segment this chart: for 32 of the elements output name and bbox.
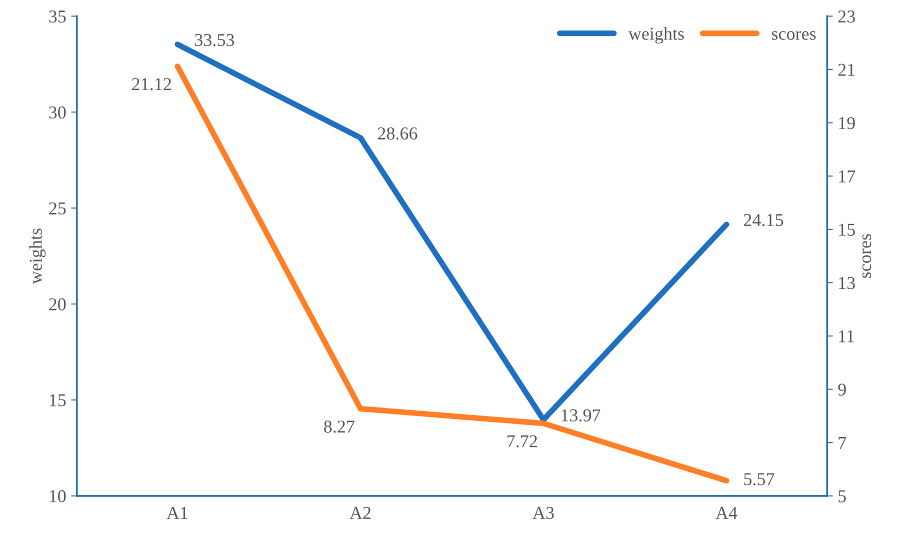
x-tick-label: A1 (166, 506, 188, 519)
data-label: 5.57 (744, 473, 774, 486)
data-label: 28.66 (378, 127, 418, 140)
data-label: 13.97 (562, 409, 600, 422)
y2-axis-title: scores (862, 234, 872, 278)
y2-tick-label: 23 (838, 10, 855, 23)
y-tick-label: 15 (50, 394, 66, 406)
y-tick-label: 35 (49, 10, 66, 23)
y-axis-title: weights (29, 228, 46, 284)
data-label: 8.27 (324, 420, 354, 433)
data-label: 33.53 (195, 34, 234, 46)
y2-tick-label: 17 (839, 170, 856, 182)
y2-tick-label: 5 (838, 490, 846, 502)
y-tick-label: 30 (49, 106, 66, 119)
x-tick-label: A2 (350, 506, 371, 519)
y2-tick-label: 9 (838, 384, 846, 396)
y2-tick-label: 7 (838, 437, 846, 449)
x-tick-label: A4 (716, 506, 738, 519)
data-label: 21.12 (132, 78, 171, 90)
legend-label: weights (628, 27, 684, 44)
data-label: 7.72 (508, 435, 537, 448)
legend-label: scores (772, 31, 816, 40)
y-tick-label: 25 (49, 202, 66, 214)
y-tick-label: 10 (50, 490, 66, 502)
y-tick-label: 20 (49, 298, 66, 310)
data-label: 24.15 (744, 214, 784, 226)
x-tick-label: A3 (532, 506, 554, 520)
y2-tick-label: 15 (839, 224, 855, 236)
y2-tick-label: 21 (838, 64, 855, 76)
y2-tick-label: 11 (839, 330, 854, 342)
y2-tick-label: 19 (839, 117, 855, 130)
y2-tick-label: 13 (839, 276, 855, 290)
